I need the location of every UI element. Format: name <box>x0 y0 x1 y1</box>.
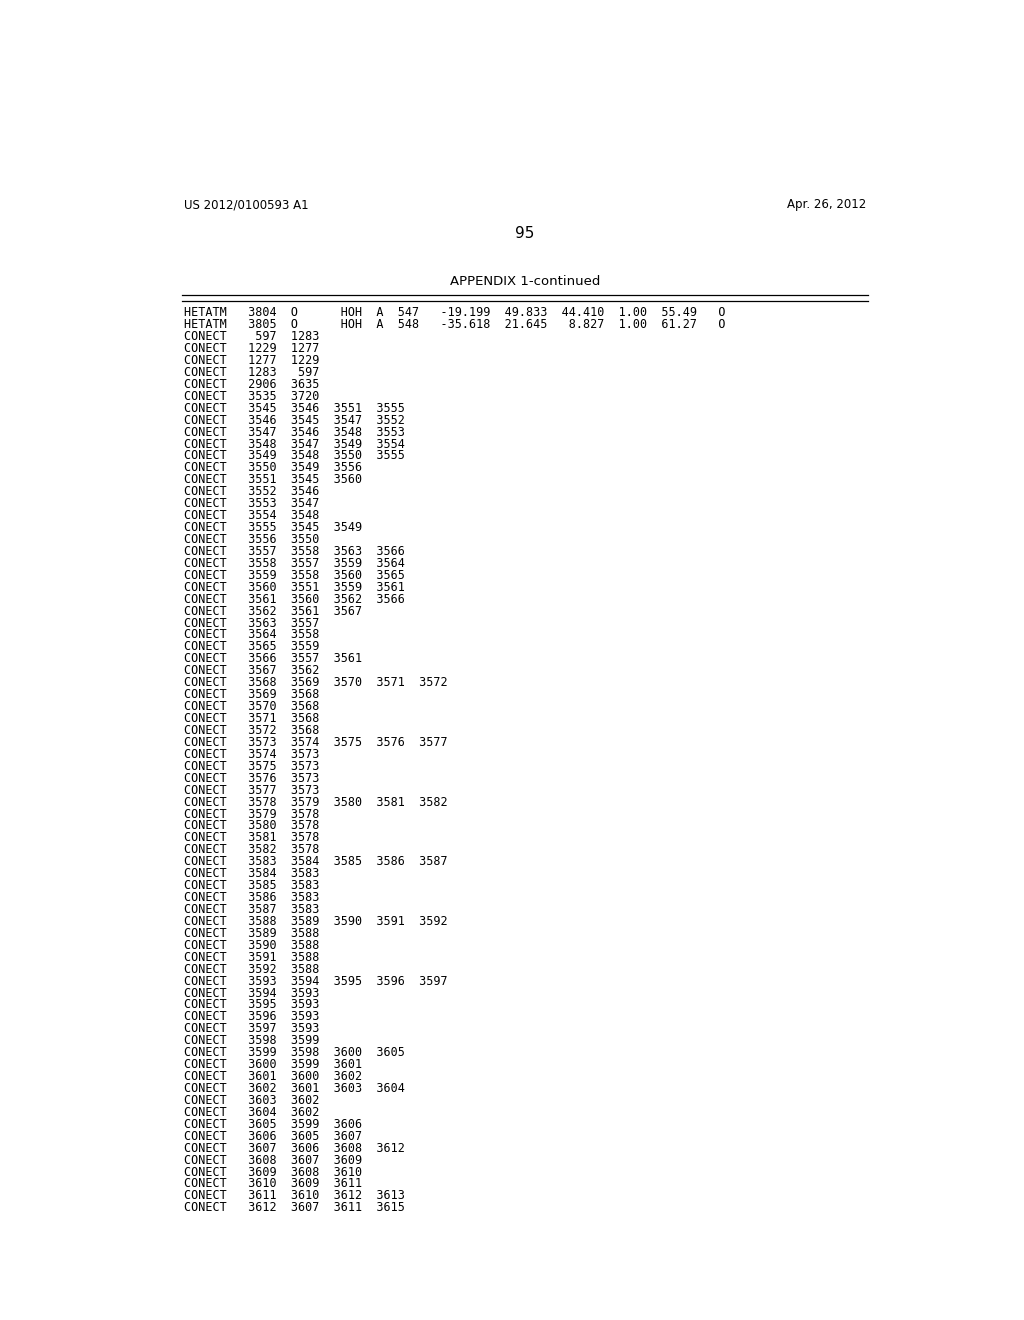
Text: CONECT   3571  3568: CONECT 3571 3568 <box>183 711 319 725</box>
Text: CONECT   3590  3588: CONECT 3590 3588 <box>183 939 319 952</box>
Text: CONECT   1277  1229: CONECT 1277 1229 <box>183 354 319 367</box>
Text: CONECT   3600  3599  3601: CONECT 3600 3599 3601 <box>183 1059 361 1071</box>
Text: CONECT   3610  3609  3611: CONECT 3610 3609 3611 <box>183 1177 361 1191</box>
Text: CONECT   3603  3602: CONECT 3603 3602 <box>183 1094 319 1107</box>
Text: CONECT    597  1283: CONECT 597 1283 <box>183 330 319 343</box>
Text: CONECT   3556  3550: CONECT 3556 3550 <box>183 533 319 546</box>
Text: Apr. 26, 2012: Apr. 26, 2012 <box>786 198 866 211</box>
Text: CONECT   3611  3610  3612  3613: CONECT 3611 3610 3612 3613 <box>183 1189 404 1203</box>
Text: CONECT   1283   597: CONECT 1283 597 <box>183 366 319 379</box>
Text: CONECT   3601  3600  3602: CONECT 3601 3600 3602 <box>183 1071 361 1084</box>
Text: CONECT   3559  3558  3560  3565: CONECT 3559 3558 3560 3565 <box>183 569 404 582</box>
Text: CONECT   3566  3557  3561: CONECT 3566 3557 3561 <box>183 652 361 665</box>
Text: CONECT   3586  3583: CONECT 3586 3583 <box>183 891 319 904</box>
Text: CONECT   3548  3547  3549  3554: CONECT 3548 3547 3549 3554 <box>183 437 404 450</box>
Text: CONECT   3583  3584  3585  3586  3587: CONECT 3583 3584 3585 3586 3587 <box>183 855 447 869</box>
Text: HETATM   3804  O      HOH  A  547   -19.199  49.833  44.410  1.00  55.49   O: HETATM 3804 O HOH A 547 -19.199 49.833 4… <box>183 306 725 319</box>
Text: CONECT   3551  3545  3560: CONECT 3551 3545 3560 <box>183 474 361 486</box>
Text: CONECT   3577  3573: CONECT 3577 3573 <box>183 784 319 797</box>
Text: CONECT   3552  3546: CONECT 3552 3546 <box>183 486 319 498</box>
Text: CONECT   3569  3568: CONECT 3569 3568 <box>183 688 319 701</box>
Text: CONECT   3553  3547: CONECT 3553 3547 <box>183 498 319 511</box>
Text: 95: 95 <box>515 226 535 242</box>
Text: CONECT   3580  3578: CONECT 3580 3578 <box>183 820 319 833</box>
Text: CONECT   3599  3598  3600  3605: CONECT 3599 3598 3600 3605 <box>183 1047 404 1059</box>
Text: CONECT   3573  3574  3575  3576  3577: CONECT 3573 3574 3575 3576 3577 <box>183 737 447 748</box>
Text: CONECT   3535  3720: CONECT 3535 3720 <box>183 389 319 403</box>
Text: CONECT   3557  3558  3563  3566: CONECT 3557 3558 3563 3566 <box>183 545 404 558</box>
Text: CONECT   3594  3593: CONECT 3594 3593 <box>183 986 319 999</box>
Text: CONECT   3567  3562: CONECT 3567 3562 <box>183 664 319 677</box>
Text: CONECT   3549  3548  3550  3555: CONECT 3549 3548 3550 3555 <box>183 449 404 462</box>
Text: CONECT   3565  3559: CONECT 3565 3559 <box>183 640 319 653</box>
Text: CONECT   3570  3568: CONECT 3570 3568 <box>183 700 319 713</box>
Text: CONECT   3563  3557: CONECT 3563 3557 <box>183 616 319 630</box>
Text: HETATM   3805  O      HOH  A  548   -35.618  21.645   8.827  1.00  61.27   O: HETATM 3805 O HOH A 548 -35.618 21.645 8… <box>183 318 725 331</box>
Text: CONECT   3593  3594  3595  3596  3597: CONECT 3593 3594 3595 3596 3597 <box>183 974 447 987</box>
Text: CONECT   2906  3635: CONECT 2906 3635 <box>183 378 319 391</box>
Text: CONECT   1229  1277: CONECT 1229 1277 <box>183 342 319 355</box>
Text: CONECT   3547  3546  3548  3553: CONECT 3547 3546 3548 3553 <box>183 425 404 438</box>
Text: CONECT   3592  3588: CONECT 3592 3588 <box>183 962 319 975</box>
Text: CONECT   3554  3548: CONECT 3554 3548 <box>183 510 319 523</box>
Text: APPENDIX 1-continued: APPENDIX 1-continued <box>450 276 600 289</box>
Text: CONECT   3596  3593: CONECT 3596 3593 <box>183 1010 319 1023</box>
Text: CONECT   3561  3560  3562  3566: CONECT 3561 3560 3562 3566 <box>183 593 404 606</box>
Text: CONECT   3584  3583: CONECT 3584 3583 <box>183 867 319 880</box>
Text: CONECT   3589  3588: CONECT 3589 3588 <box>183 927 319 940</box>
Text: CONECT   3582  3578: CONECT 3582 3578 <box>183 843 319 857</box>
Text: US 2012/0100593 A1: US 2012/0100593 A1 <box>183 198 308 211</box>
Text: CONECT   3558  3557  3559  3564: CONECT 3558 3557 3559 3564 <box>183 557 404 570</box>
Text: CONECT   3598  3599: CONECT 3598 3599 <box>183 1035 319 1047</box>
Text: CONECT   3604  3602: CONECT 3604 3602 <box>183 1106 319 1119</box>
Text: CONECT   3587  3583: CONECT 3587 3583 <box>183 903 319 916</box>
Text: CONECT   3595  3593: CONECT 3595 3593 <box>183 998 319 1011</box>
Text: CONECT   3546  3545  3547  3552: CONECT 3546 3545 3547 3552 <box>183 413 404 426</box>
Text: CONECT   3574  3573: CONECT 3574 3573 <box>183 748 319 760</box>
Text: CONECT   3605  3599  3606: CONECT 3605 3599 3606 <box>183 1118 361 1131</box>
Text: CONECT   3575  3573: CONECT 3575 3573 <box>183 760 319 772</box>
Text: CONECT   3576  3573: CONECT 3576 3573 <box>183 772 319 784</box>
Text: CONECT   3612  3607  3611  3615: CONECT 3612 3607 3611 3615 <box>183 1201 404 1214</box>
Text: CONECT   3581  3578: CONECT 3581 3578 <box>183 832 319 845</box>
Text: CONECT   3606  3605  3607: CONECT 3606 3605 3607 <box>183 1130 361 1143</box>
Text: CONECT   3597  3593: CONECT 3597 3593 <box>183 1023 319 1035</box>
Text: CONECT   3555  3545  3549: CONECT 3555 3545 3549 <box>183 521 361 535</box>
Text: CONECT   3579  3578: CONECT 3579 3578 <box>183 808 319 821</box>
Text: CONECT   3572  3568: CONECT 3572 3568 <box>183 723 319 737</box>
Text: CONECT   3545  3546  3551  3555: CONECT 3545 3546 3551 3555 <box>183 401 404 414</box>
Text: CONECT   3607  3606  3608  3612: CONECT 3607 3606 3608 3612 <box>183 1142 404 1155</box>
Text: CONECT   3609  3608  3610: CONECT 3609 3608 3610 <box>183 1166 361 1179</box>
Text: CONECT   3591  3588: CONECT 3591 3588 <box>183 950 319 964</box>
Text: CONECT   3585  3583: CONECT 3585 3583 <box>183 879 319 892</box>
Text: CONECT   3550  3549  3556: CONECT 3550 3549 3556 <box>183 462 361 474</box>
Text: CONECT   3588  3589  3590  3591  3592: CONECT 3588 3589 3590 3591 3592 <box>183 915 447 928</box>
Text: CONECT   3608  3607  3609: CONECT 3608 3607 3609 <box>183 1154 361 1167</box>
Text: CONECT   3560  3551  3559  3561: CONECT 3560 3551 3559 3561 <box>183 581 404 594</box>
Text: CONECT   3578  3579  3580  3581  3582: CONECT 3578 3579 3580 3581 3582 <box>183 796 447 809</box>
Text: CONECT   3562  3561  3567: CONECT 3562 3561 3567 <box>183 605 361 618</box>
Text: CONECT   3568  3569  3570  3571  3572: CONECT 3568 3569 3570 3571 3572 <box>183 676 447 689</box>
Text: CONECT   3602  3601  3603  3604: CONECT 3602 3601 3603 3604 <box>183 1082 404 1096</box>
Text: CONECT   3564  3558: CONECT 3564 3558 <box>183 628 319 642</box>
